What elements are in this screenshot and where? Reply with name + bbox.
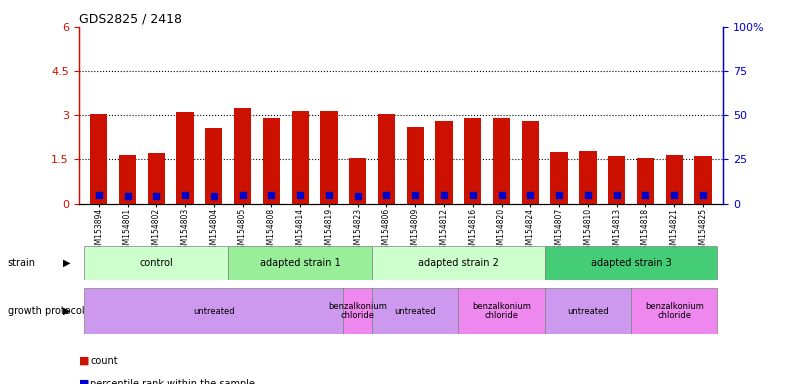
- Text: percentile rank within the sample: percentile rank within the sample: [90, 379, 255, 384]
- Text: benzalkonium
chloride: benzalkonium chloride: [645, 302, 703, 320]
- Text: ▶: ▶: [63, 258, 71, 268]
- Bar: [372, 288, 458, 334]
- Point: [351, 193, 364, 199]
- Bar: [349, 158, 366, 204]
- Bar: [234, 108, 252, 204]
- Point: [178, 192, 191, 199]
- Bar: [84, 288, 343, 334]
- Bar: [579, 151, 597, 204]
- Text: benzalkonium
chloride: benzalkonium chloride: [472, 302, 531, 320]
- Text: control: control: [139, 258, 173, 268]
- Point: [150, 193, 163, 199]
- Bar: [666, 155, 683, 204]
- Bar: [637, 158, 654, 204]
- Text: adapted strain 2: adapted strain 2: [418, 258, 499, 268]
- Bar: [205, 128, 222, 204]
- Point: [696, 192, 709, 199]
- Bar: [550, 152, 567, 204]
- Text: strain: strain: [8, 258, 36, 268]
- Bar: [435, 121, 453, 204]
- Text: adapted strain 3: adapted strain 3: [590, 258, 671, 268]
- Bar: [406, 127, 424, 204]
- Text: GDS2825 / 2418: GDS2825 / 2418: [79, 13, 182, 26]
- Point: [322, 192, 335, 199]
- Bar: [631, 288, 718, 334]
- Bar: [522, 121, 539, 204]
- Bar: [545, 288, 631, 334]
- Text: growth protocol: growth protocol: [8, 306, 84, 316]
- Point: [121, 193, 134, 199]
- Point: [582, 192, 594, 198]
- Point: [668, 192, 681, 198]
- Bar: [176, 112, 193, 204]
- Bar: [378, 114, 395, 204]
- Point: [524, 192, 537, 198]
- Bar: [90, 114, 108, 204]
- Bar: [372, 246, 545, 280]
- Bar: [545, 246, 718, 280]
- Text: adapted strain 1: adapted strain 1: [260, 258, 340, 268]
- Bar: [228, 246, 372, 280]
- Bar: [292, 111, 309, 204]
- Point: [237, 192, 249, 199]
- Point: [380, 192, 393, 198]
- Bar: [321, 111, 337, 204]
- Text: untreated: untreated: [395, 306, 436, 316]
- Bar: [694, 156, 711, 204]
- Text: untreated: untreated: [567, 306, 608, 316]
- Text: untreated: untreated: [193, 306, 235, 316]
- Bar: [119, 155, 136, 204]
- Point: [265, 192, 277, 199]
- Bar: [148, 153, 165, 204]
- Text: ■: ■: [79, 356, 89, 366]
- Text: benzalkonium
chloride: benzalkonium chloride: [329, 302, 387, 320]
- Point: [208, 192, 220, 199]
- Bar: [84, 246, 228, 280]
- Text: ■: ■: [79, 379, 89, 384]
- Bar: [343, 288, 372, 334]
- Bar: [465, 118, 481, 204]
- Bar: [263, 118, 280, 204]
- Point: [294, 192, 307, 199]
- Point: [93, 192, 105, 199]
- Bar: [608, 156, 626, 204]
- Point: [409, 192, 421, 198]
- Point: [438, 192, 450, 199]
- Bar: [493, 118, 510, 204]
- Point: [553, 192, 565, 198]
- Point: [495, 192, 508, 198]
- Text: ▶: ▶: [63, 306, 71, 316]
- Point: [639, 192, 652, 199]
- Bar: [458, 288, 545, 334]
- Point: [467, 192, 479, 198]
- Text: count: count: [90, 356, 118, 366]
- Point: [611, 192, 623, 198]
